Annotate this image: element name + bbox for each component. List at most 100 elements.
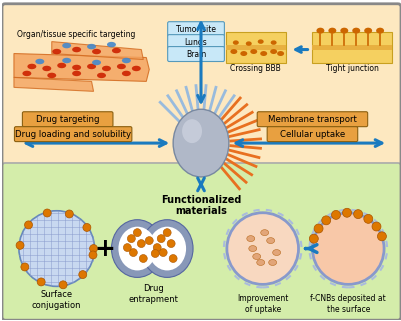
Text: f-CNBs deposited at
the surface: f-CNBs deposited at the surface <box>310 294 386 314</box>
Circle shape <box>312 213 384 284</box>
Ellipse shape <box>328 28 336 34</box>
Ellipse shape <box>87 44 96 49</box>
Ellipse shape <box>273 249 281 256</box>
Circle shape <box>153 244 161 252</box>
Ellipse shape <box>122 58 131 63</box>
FancyBboxPatch shape <box>168 47 225 62</box>
Ellipse shape <box>62 58 71 63</box>
Text: Membrane transport: Membrane transport <box>268 115 357 124</box>
FancyBboxPatch shape <box>14 127 132 142</box>
Ellipse shape <box>258 39 264 44</box>
Circle shape <box>309 234 318 243</box>
Ellipse shape <box>316 28 324 34</box>
Circle shape <box>354 210 363 219</box>
Circle shape <box>24 221 32 229</box>
Ellipse shape <box>132 66 141 71</box>
Circle shape <box>159 248 167 256</box>
Ellipse shape <box>340 28 348 34</box>
Ellipse shape <box>240 51 247 56</box>
Ellipse shape <box>117 64 126 69</box>
Ellipse shape <box>107 42 116 47</box>
Circle shape <box>314 224 323 233</box>
Bar <box>312 45 392 49</box>
Ellipse shape <box>277 51 284 56</box>
Text: Surface
conjugation: Surface conjugation <box>32 291 81 310</box>
Text: Improvement
of uptake: Improvement of uptake <box>237 294 288 314</box>
Circle shape <box>130 248 137 256</box>
Ellipse shape <box>52 49 61 54</box>
Circle shape <box>332 211 340 219</box>
Text: Tumor site: Tumor site <box>176 25 216 34</box>
Circle shape <box>16 241 24 249</box>
Circle shape <box>79 271 87 279</box>
FancyBboxPatch shape <box>2 4 401 169</box>
Ellipse shape <box>27 64 36 69</box>
Polygon shape <box>52 42 143 59</box>
Ellipse shape <box>97 73 106 78</box>
Ellipse shape <box>35 59 44 64</box>
Ellipse shape <box>102 66 111 71</box>
Ellipse shape <box>118 227 156 271</box>
Text: Cellular uptake: Cellular uptake <box>280 130 345 139</box>
Circle shape <box>59 281 67 289</box>
Circle shape <box>377 232 387 241</box>
Circle shape <box>89 245 97 253</box>
Ellipse shape <box>257 259 265 265</box>
Ellipse shape <box>72 65 81 70</box>
Ellipse shape <box>376 28 384 34</box>
Ellipse shape <box>112 48 121 53</box>
Text: Functionalized
materials: Functionalized materials <box>161 195 241 216</box>
Ellipse shape <box>267 238 275 244</box>
Text: Brain: Brain <box>186 50 206 59</box>
Bar <box>226 32 286 64</box>
Ellipse shape <box>269 259 277 265</box>
Text: Drug
entrapment: Drug entrapment <box>128 284 178 304</box>
Text: Drug loading and solubility: Drug loading and solubility <box>15 130 131 139</box>
Polygon shape <box>14 54 149 82</box>
Circle shape <box>157 235 165 243</box>
FancyBboxPatch shape <box>257 112 368 127</box>
Ellipse shape <box>261 230 269 236</box>
Bar <box>312 32 392 64</box>
Ellipse shape <box>173 109 229 177</box>
Circle shape <box>21 263 29 271</box>
Text: Drug targeting: Drug targeting <box>36 115 99 124</box>
Circle shape <box>43 209 51 217</box>
Ellipse shape <box>247 236 255 242</box>
Ellipse shape <box>72 47 81 52</box>
Ellipse shape <box>22 71 31 76</box>
Ellipse shape <box>87 64 96 69</box>
Ellipse shape <box>352 28 360 34</box>
Ellipse shape <box>72 71 81 76</box>
Circle shape <box>364 214 373 223</box>
Circle shape <box>151 249 159 257</box>
Ellipse shape <box>233 40 239 45</box>
Ellipse shape <box>57 63 66 68</box>
Ellipse shape <box>42 66 51 71</box>
Ellipse shape <box>230 49 237 54</box>
Ellipse shape <box>62 43 71 48</box>
Circle shape <box>139 255 147 263</box>
Text: +: + <box>94 237 115 261</box>
Ellipse shape <box>246 41 252 46</box>
Text: Organ/tissue specific targeting: Organ/tissue specific targeting <box>17 30 136 39</box>
Circle shape <box>128 235 135 243</box>
Ellipse shape <box>364 28 372 34</box>
Bar <box>226 45 286 49</box>
Circle shape <box>19 211 95 286</box>
Circle shape <box>65 210 73 218</box>
FancyBboxPatch shape <box>168 35 225 49</box>
Circle shape <box>37 278 45 286</box>
Circle shape <box>169 255 177 263</box>
Circle shape <box>89 251 97 259</box>
Text: Tight junction: Tight junction <box>326 65 379 74</box>
Text: Crossing BBB: Crossing BBB <box>230 65 281 74</box>
FancyBboxPatch shape <box>22 112 113 127</box>
Ellipse shape <box>47 73 56 78</box>
Ellipse shape <box>271 40 277 45</box>
Polygon shape <box>14 77 93 91</box>
Circle shape <box>83 223 91 231</box>
Circle shape <box>124 244 132 252</box>
FancyBboxPatch shape <box>2 163 401 320</box>
Ellipse shape <box>270 49 277 54</box>
